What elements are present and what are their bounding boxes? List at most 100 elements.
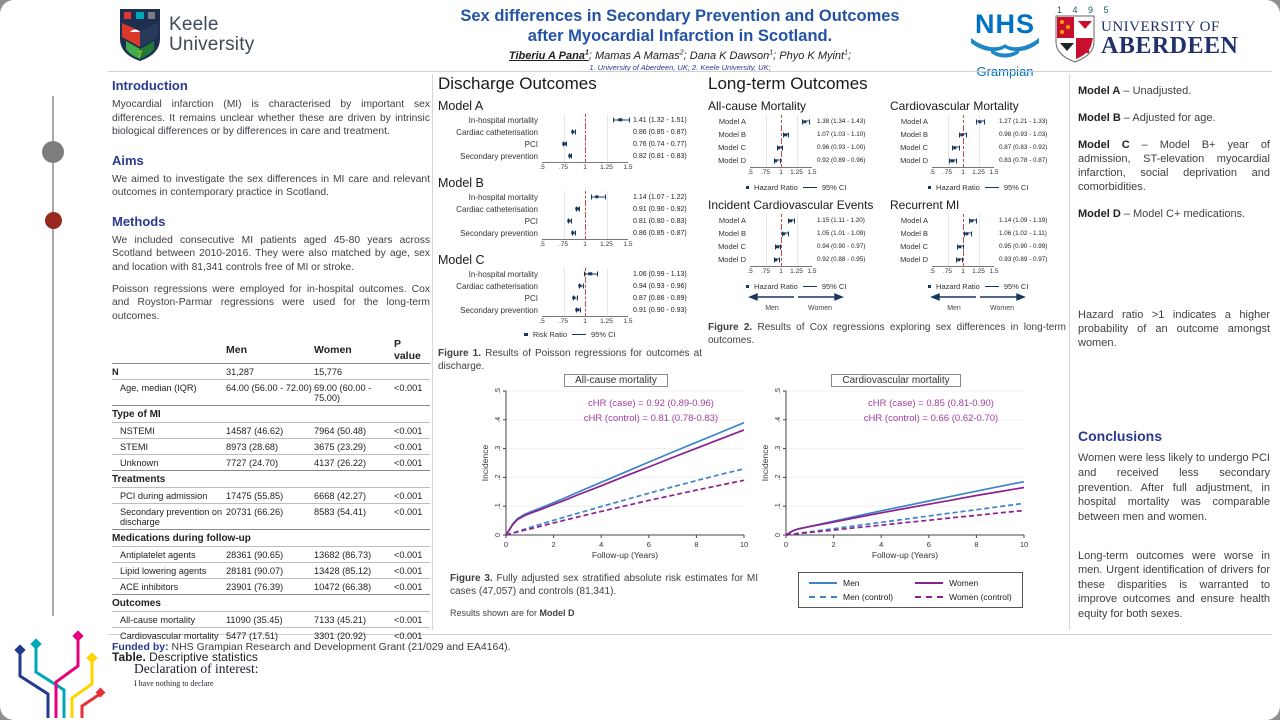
forest-row: PCI 0.87 (0.86 - 0.89)	[524, 292, 687, 304]
methods-paragraph-2: Poisson regressions were employed for in…	[112, 283, 430, 322]
svg-text:.2: .2	[495, 474, 502, 480]
forest-plot-recurrent-mi: Model A 1.14 (1.09 - 1.19) Model B 1.06 (1.…	[890, 214, 1066, 279]
legend-item-women: Women	[915, 578, 1012, 588]
svg-text:2: 2	[552, 540, 556, 549]
table-row: Secondary prevention on discharge 20731 (…	[112, 503, 430, 530]
risk-ratio-marker-icon	[524, 332, 528, 337]
svg-text:Incidence: Incidence	[480, 445, 490, 482]
svg-text:.4: .4	[775, 417, 782, 423]
table-row: Cardiovascular mortality 5477 (17.51) 3301…	[112, 627, 430, 644]
svg-text:.4: .4	[495, 417, 502, 423]
model-b-heading: Model B	[438, 176, 484, 190]
table-header-pvalue: P value	[394, 337, 430, 365]
svg-text:.1: .1	[495, 503, 502, 509]
chart-title-all-cause: All-cause mortality	[564, 374, 668, 387]
hazard-ratio-marker-icon	[927, 185, 932, 190]
svg-text:4: 4	[879, 540, 883, 549]
all-cause-incidence-plot: 0 .1 .2 .3 .4 .5 0 2 4 6 8 10 Follow-up (Years) Incid…	[480, 388, 748, 560]
introduction-heading: Introduction	[112, 78, 188, 93]
discharge-outcomes-section: Discharge Outcomes Model A In-hospital m…	[438, 74, 702, 374]
forest-row: In-hospital mortality 1.06 (0.99 - 1.13)	[468, 268, 687, 280]
svg-text:10: 10	[1020, 540, 1028, 549]
declaration-heading: Declaration of interest:	[134, 661, 259, 676]
hazard-ratio-label: Hazard Ratio	[936, 282, 980, 291]
forest-row: Model A 1.15 (1.11 - 1.20)	[718, 214, 865, 227]
forest-row: Cardiac catheterisation 0.94 (0.93 - 0.96…	[456, 280, 687, 292]
forest-row: Model D 0.92 (0.89 - 0.96)	[718, 154, 866, 167]
svg-text:6: 6	[647, 540, 651, 549]
footer-divider	[108, 634, 1272, 635]
forest-plot-cv-mortality: Model A 1.27 (1.21 - 1.33) Model B 0.98 (0.…	[890, 115, 1066, 180]
figure3-note: Results shown are for Model D	[450, 608, 575, 618]
table-header-women: Women	[314, 337, 394, 365]
svg-text:.5: .5	[495, 388, 502, 394]
table-row: Medications during follow-up	[112, 529, 430, 547]
panel-legend: Hazard Ratio 95% CI	[890, 282, 1066, 291]
table-header-empty	[112, 337, 226, 365]
author: Tiberiu A Pana1	[508, 49, 589, 62]
svg-text:0: 0	[504, 540, 508, 549]
table-row: N 31,287 15,776	[112, 363, 430, 380]
table-row: Treatments	[112, 470, 430, 488]
declaration-of-interest: Declaration of interest: I have nothing …	[134, 661, 258, 688]
direction-label-men: Men	[947, 305, 961, 312]
forest-plot-all-cause: Model A 1.38 (1.34 - 1.43) Model B 1.07 (1.…	[708, 115, 884, 180]
figure1-legend: Risk Ratio 95% CI	[438, 330, 702, 339]
hazard-ratio-marker-icon	[745, 185, 750, 190]
forest-row: Cardiac catheterisation 0.91 (0.90 - 0.92…	[456, 203, 687, 215]
cv-incidence-plot: 0 .1 .2 .3 .4 .5 0 2 4 6 8 10 Follow-up (Years) Incid…	[760, 388, 1028, 560]
title-line1: Sex differences in Secondary Prevention …	[460, 7, 900, 25]
men-women-direction-arrows: Men Women	[748, 293, 844, 312]
author: Mamas A Mamas2	[594, 49, 684, 62]
chart-title-cv: Cardiovascular mortality	[831, 374, 961, 387]
figure1-caption-text: Results of Poisson regressions for outco…	[438, 348, 702, 372]
svg-text:.1: .1	[775, 503, 782, 509]
aberdeen-year: 1 4 9 5	[1057, 5, 1113, 15]
hazard-ratio-label: Hazard Ratio	[936, 183, 980, 192]
model-c-definition: Model C – Model B+ year of admission, ST…	[1078, 139, 1270, 194]
middle-column: Discharge Outcomes Model A In-hospital m…	[438, 74, 1066, 618]
column-divider-right	[1069, 74, 1070, 630]
svg-text:8: 8	[974, 540, 978, 549]
hazard-ratio-label: Hazard Ratio	[754, 183, 798, 192]
svg-text:2: 2	[832, 540, 836, 549]
forest-row: In-hospital mortality 1.41 (1.32 - 1.51)	[468, 114, 687, 126]
panel-legend: Hazard Ratio 95% CI	[890, 183, 1066, 192]
forest-row: Model B 1.05 (1.01 - 1.09)	[718, 227, 866, 240]
svg-text:.5: .5	[775, 388, 782, 394]
hazard-ratio-label: Hazard Ratio	[754, 282, 798, 291]
chr-case-annotation: cHR (case) = 0.92 (0.89-0.96)	[588, 398, 714, 409]
direction-label-women: Women	[808, 305, 832, 312]
model-a-definition: Model A – Unadjusted.	[1078, 85, 1192, 97]
svg-text:0: 0	[784, 540, 788, 549]
panel-incident-cv-events: Incident Cardiovascular Events Model A 1.…	[708, 198, 884, 313]
panel-all-cause-mortality: All-cause Mortality Model A 1.38 (1.34 - …	[708, 99, 884, 192]
conclusions-paragraph-1: Women were less likely to undergo PCI an…	[1078, 452, 1270, 523]
table-header-row: Men Women P value	[112, 337, 430, 365]
ci-line-icon	[572, 334, 587, 335]
left-rail-line	[52, 96, 54, 616]
figure3-caption-label: Figure 3.	[450, 573, 493, 584]
stats-table-body: N 31,287 15,776 Age, median (IQR) 64.00 (56.…	[112, 363, 430, 644]
forest-row: Model D 0.92 (0.88 - 0.95)	[718, 253, 866, 266]
model-c-heading: Model C	[438, 253, 485, 267]
chr-case-annotation: cHR (case) = 0.85 (0.81-0.90)	[868, 398, 994, 409]
ci-label: 95% CI	[591, 330, 616, 339]
table-row: Lipid lowering agents 28181 (90.07) 13428 …	[112, 562, 430, 579]
aberdeen-logo: 1 4 9 5 UNIVERSITY OF ABERDEEN	[1055, 5, 1238, 63]
methods-heading: Methods	[112, 213, 166, 229]
figure1-caption: Figure 1. Results of Poisson regressions…	[438, 347, 702, 373]
table-row: STEMI 8973 (28.68) 3675 (23.29) <0.001	[112, 438, 430, 455]
table-row: PCI during admission 17475 (55.85) 6668 (4…	[112, 487, 430, 504]
forest-row: Secondary prevention 0.91 (0.90 - 0.93)	[460, 304, 687, 316]
figure2-caption: Figure 2. Results of Cox regressions exp…	[708, 321, 1066, 347]
panel-title: Cardiovascular Mortality	[890, 99, 1019, 113]
forest-row: Model B 0.98 (0.93 - 1.03)	[900, 128, 1048, 141]
forest-row: Model C 0.94 (0.90 - 0.97)	[718, 240, 866, 253]
left-rail-dot-gray	[42, 141, 64, 163]
table-header-men: Men	[226, 337, 314, 365]
keele-logo: 7 Keele University	[118, 7, 254, 63]
forest-row: Model B 1.07 (1.03 - 1.10)	[718, 128, 866, 141]
hazard-ratio-marker-icon	[745, 284, 750, 289]
svg-text:7: 7	[138, 50, 143, 59]
